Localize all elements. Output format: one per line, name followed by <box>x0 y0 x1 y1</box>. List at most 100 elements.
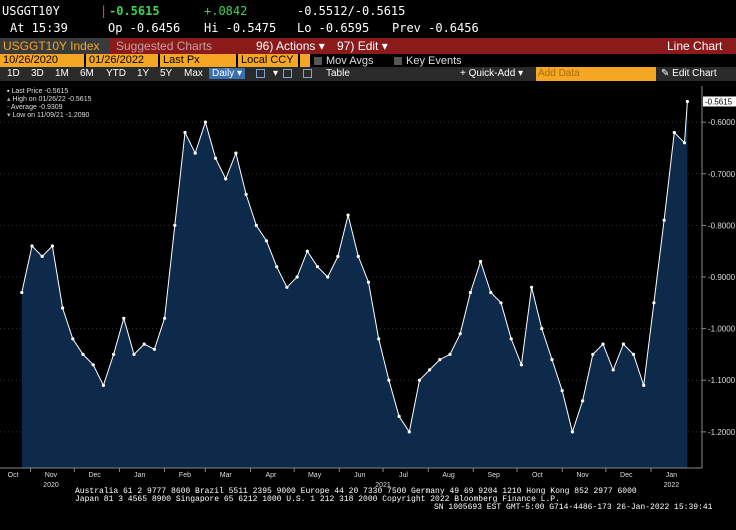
line-chart-icon[interactable] <box>256 68 265 79</box>
x-tick-label: Nov <box>576 472 589 479</box>
data-point <box>203 120 207 124</box>
mov-avgs-toggle[interactable]: Mov Avgs <box>314 55 374 67</box>
quote-time: At 15:39 <box>10 21 68 35</box>
range-5y[interactable]: 5Y <box>160 68 173 79</box>
range-1d[interactable]: 1D <box>7 68 20 79</box>
high-price: Hi -0.5475 <box>204 21 277 35</box>
x-tick-label: Jan <box>134 472 145 479</box>
data-point <box>550 358 554 362</box>
x-tick-label: Jun <box>354 472 365 479</box>
currency-dropdown-icon[interactable] <box>300 54 310 67</box>
data-point <box>448 352 452 356</box>
data-point <box>591 352 595 356</box>
data-point <box>183 130 187 135</box>
quick-add-button[interactable]: + Quick-Add ▾ <box>460 68 523 79</box>
actions-number: 96) <box>256 39 274 53</box>
add-data-input[interactable] <box>536 67 656 81</box>
data-point <box>224 177 228 181</box>
data-point <box>397 414 401 418</box>
candle-chart-icon[interactable] <box>303 68 312 79</box>
data-point <box>122 316 126 320</box>
last-value-label: -0.5615 <box>705 97 733 106</box>
line-style-dropdown[interactable]: ▾ <box>273 68 279 79</box>
chart-type-label: Line Chart <box>667 39 723 53</box>
data-point <box>40 254 44 258</box>
data-point <box>112 352 116 356</box>
table-button[interactable]: Table <box>326 68 350 79</box>
currency-select[interactable]: Local CCY <box>238 54 298 67</box>
data-point <box>275 265 279 269</box>
end-date-field[interactable]: 01/26/2022 <box>86 54 158 67</box>
x-tick-label: Sep <box>487 472 500 479</box>
edit-menu-button[interactable]: 97) Edit ▾ <box>337 39 388 53</box>
frequency-label: Daily <box>212 68 235 79</box>
y-tick-label: -0.8000 <box>708 221 736 230</box>
data-point <box>91 363 95 367</box>
data-point <box>295 275 299 279</box>
data-point <box>509 337 513 341</box>
y-tick-label: -1.1000 <box>708 376 736 385</box>
data-point <box>642 383 646 387</box>
data-point <box>346 213 350 217</box>
data-point <box>244 192 248 196</box>
data-point <box>407 430 411 434</box>
data-point <box>662 218 666 222</box>
quick-add-label: + Quick-Add <box>460 68 516 79</box>
chevron-down-icon: ▾ <box>381 39 388 53</box>
y-tick-label: -1.2000 <box>708 428 736 437</box>
x-tick-label: Mar <box>220 472 233 479</box>
key-events-label: Key Events <box>406 55 462 67</box>
legend-high: ▴ High on 01/26/22 -0.5615 <box>7 96 92 103</box>
security-name[interactable]: USGGT10Y Index <box>3 39 100 53</box>
x-year-label: 2022 <box>664 482 680 489</box>
data-point <box>366 280 371 284</box>
actions-menu-button[interactable]: 96) Actions ▾ <box>256 39 325 53</box>
price-chart[interactable]: -0.6000 -0.7000 -0.8000 -0.9000 -1.0000 -1.10… <box>0 82 736 530</box>
data-point <box>672 130 676 135</box>
x-tick-label: Dec <box>620 472 633 479</box>
low-price: Lo -0.6595 <box>297 21 370 35</box>
range-6m[interactable]: 6M <box>80 68 94 79</box>
edit-chart-label: Edit Chart <box>672 68 717 79</box>
data-point <box>685 99 690 104</box>
x-tick-label: Jul <box>399 472 408 479</box>
bar-chart-icon[interactable] <box>283 68 292 79</box>
frequency-select[interactable]: Daily ▾ <box>209 68 246 79</box>
data-point <box>530 285 534 289</box>
chevron-down-icon: ▾ <box>518 68 524 79</box>
x-tick-label: Nov <box>45 472 58 479</box>
x-tick-label: Apr <box>265 472 277 479</box>
data-point <box>20 290 24 295</box>
y-tick-label: -0.7000 <box>708 170 736 179</box>
data-point <box>611 368 615 372</box>
data-point <box>519 363 524 367</box>
range-max[interactable]: Max <box>184 68 203 79</box>
checkbox-icon <box>314 57 322 66</box>
data-point <box>560 389 564 393</box>
data-point <box>336 254 340 258</box>
open-price: Op -0.6456 <box>108 21 181 35</box>
edit-chart-button[interactable]: ✎ Edit Chart <box>661 68 717 79</box>
range-ytd[interactable]: YTD <box>106 68 126 79</box>
suggested-charts-button[interactable]: Suggested Charts <box>116 39 213 53</box>
data-point <box>214 156 218 160</box>
range-1y[interactable]: 1Y <box>137 68 150 79</box>
start-date-field[interactable]: 10/26/2020 <box>0 54 84 67</box>
data-point <box>428 368 432 372</box>
range-3d[interactable]: 3D <box>31 68 44 79</box>
y-tick-label: -1.0000 <box>708 325 736 334</box>
x-tick-label: May <box>308 472 322 479</box>
range-1m[interactable]: 1M <box>55 68 69 79</box>
title-bar <box>0 38 736 54</box>
key-events-toggle[interactable]: Key Events <box>394 55 462 67</box>
data-point <box>438 358 442 362</box>
checkbox-icon <box>394 57 402 66</box>
data-point <box>30 244 34 248</box>
data-point <box>489 290 493 295</box>
y-tick-label: -0.6000 <box>708 118 736 127</box>
data-point <box>479 259 483 264</box>
data-point <box>570 430 575 434</box>
series-area <box>21 101 688 468</box>
price-field-select[interactable]: Last Px <box>160 54 236 67</box>
actions-label: Actions <box>276 39 316 53</box>
